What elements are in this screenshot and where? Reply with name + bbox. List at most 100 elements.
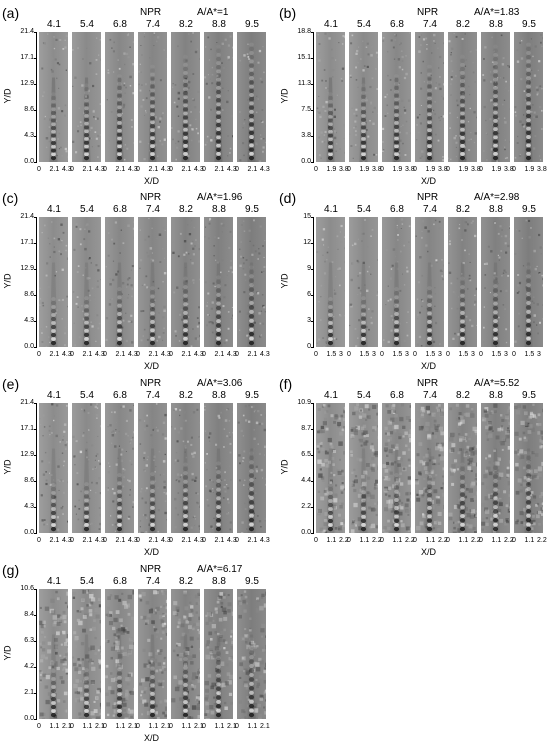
npr-column-label: 8.8 <box>212 204 226 215</box>
x-tick-label: 3 <box>438 351 442 358</box>
x-tick-label: 2.1 <box>148 537 159 544</box>
y-tick-label: 12.9 <box>20 265 34 272</box>
schlieren-strip <box>349 217 378 347</box>
npr-column-label: 8.2 <box>179 390 193 401</box>
schlieren-strip <box>237 589 266 719</box>
x-axis-label: X/D <box>144 361 160 371</box>
schlieren-strip <box>481 32 510 162</box>
schlieren-image <box>237 32 266 162</box>
npr-column-label: 8.2 <box>179 19 193 30</box>
x-tick-label: 1.5 <box>359 351 370 358</box>
schlieren-image <box>171 403 200 533</box>
schlieren-image <box>105 589 134 719</box>
x-tick-label: 0 <box>70 537 74 544</box>
y-tick-label: 9 <box>307 265 311 272</box>
schlieren-strip <box>481 403 510 533</box>
x-tick-label: 0 <box>235 723 239 730</box>
x-tick-label: 3.8 <box>405 166 415 173</box>
y-tick-mark <box>34 110 37 111</box>
schlieren-image <box>204 32 233 162</box>
schlieren-strip <box>39 217 68 347</box>
schlieren-strip <box>171 32 200 162</box>
x-tick-label: 2.2 <box>372 537 382 544</box>
x-tick-label: 4.3 <box>227 351 237 358</box>
schlieren-strip <box>237 32 266 162</box>
y-tick-mark <box>311 403 314 404</box>
x-tick-label: 4.3 <box>194 166 204 173</box>
npr-title: NPR <box>140 192 162 203</box>
y-axis-line <box>36 32 37 162</box>
x-axis-label: X/D <box>421 361 437 371</box>
panel-label: (e) <box>2 376 20 392</box>
y-tick-label: 21.4 <box>20 28 34 35</box>
schlieren-strip <box>448 217 477 347</box>
x-tick-label: 3 <box>339 351 343 358</box>
npr-column-label: 8.8 <box>212 390 226 401</box>
figure-panel: (d) NPR A/A*=2.98 4.1 0 1.5 3 5.4 0 1.5 3 6.8 0 1.5 3 7… <box>279 190 547 375</box>
schlieren-strip <box>105 32 134 162</box>
x-tick-label: 4.3 <box>194 351 204 358</box>
x-tick-label: 2.1 <box>214 166 225 173</box>
schlieren-image <box>105 217 134 347</box>
npr-column-label: 9.5 <box>245 390 259 401</box>
npr-column-label: 4.1 <box>324 19 338 30</box>
y-tick-mark <box>34 347 37 348</box>
x-tick-label: 2.1 <box>49 537 60 544</box>
x-tick-label: 4.3 <box>62 166 72 173</box>
y-tick-mark <box>311 32 314 33</box>
x-axis-label: X/D <box>421 176 437 186</box>
y-tick-mark <box>34 455 37 456</box>
schlieren-image <box>72 217 101 347</box>
npr-column-label: 7.4 <box>146 204 160 215</box>
x-tick-label: 1.1 <box>326 537 337 544</box>
schlieren-image <box>171 589 200 719</box>
x-tick-label: 1.1 <box>181 723 192 730</box>
schlieren-image <box>448 217 477 347</box>
x-tick-label: 0 <box>136 351 140 358</box>
x-tick-label: 0 <box>37 351 41 358</box>
y-axis-line <box>36 403 37 533</box>
x-tick-label: 0 <box>169 351 173 358</box>
schlieren-strip <box>415 403 444 533</box>
schlieren-strip <box>171 589 200 719</box>
schlieren-strip <box>415 217 444 347</box>
x-tick-label: 0 <box>169 537 173 544</box>
npr-column-label: 9.5 <box>522 390 536 401</box>
npr-column-label: 6.8 <box>390 204 404 215</box>
x-tick-label: 0 <box>169 723 173 730</box>
npr-column-label: 8.2 <box>179 576 193 587</box>
x-tick-label: 0 <box>103 166 107 173</box>
panel-label: (c) <box>2 190 19 206</box>
x-tick-label: 0 <box>446 166 450 173</box>
x-tick-label: 0 <box>136 537 140 544</box>
x-tick-label: 0 <box>413 351 417 358</box>
x-tick-label: 1.5 <box>326 351 337 358</box>
y-tick-mark <box>34 667 37 668</box>
y-tick-label: 8.6 <box>24 477 34 484</box>
x-tick-label: 1.9 <box>425 166 436 173</box>
y-axis-label: Y/D <box>2 459 13 475</box>
npr-title: NPR <box>140 378 162 389</box>
x-tick-label: 0 <box>380 537 384 544</box>
x-tick-label: 3.8 <box>537 166 547 173</box>
y-tick-label: 17.1 <box>20 54 34 61</box>
schlieren-image <box>448 32 477 162</box>
schlieren-strip <box>382 32 411 162</box>
schlieren-image <box>448 403 477 533</box>
panel-label: (b) <box>279 5 297 21</box>
y-tick-mark <box>34 589 37 590</box>
area-ratio-label: A/A*=1.96 <box>197 192 243 203</box>
npr-column-label: 8.8 <box>489 19 503 30</box>
x-tick-label: 2.1 <box>247 166 258 173</box>
npr-column-label: 7.4 <box>423 390 437 401</box>
x-tick-label: 0 <box>136 723 140 730</box>
schlieren-strip <box>415 32 444 162</box>
x-tick-label: 4.3 <box>260 351 270 358</box>
schlieren-image <box>72 589 101 719</box>
schlieren-image <box>316 217 345 347</box>
schlieren-image <box>39 32 68 162</box>
y-axis-label: Y/D <box>2 88 13 104</box>
schlieren-strip <box>138 403 167 533</box>
x-tick-label: 1.1 <box>359 537 370 544</box>
y-tick-mark <box>311 162 314 163</box>
